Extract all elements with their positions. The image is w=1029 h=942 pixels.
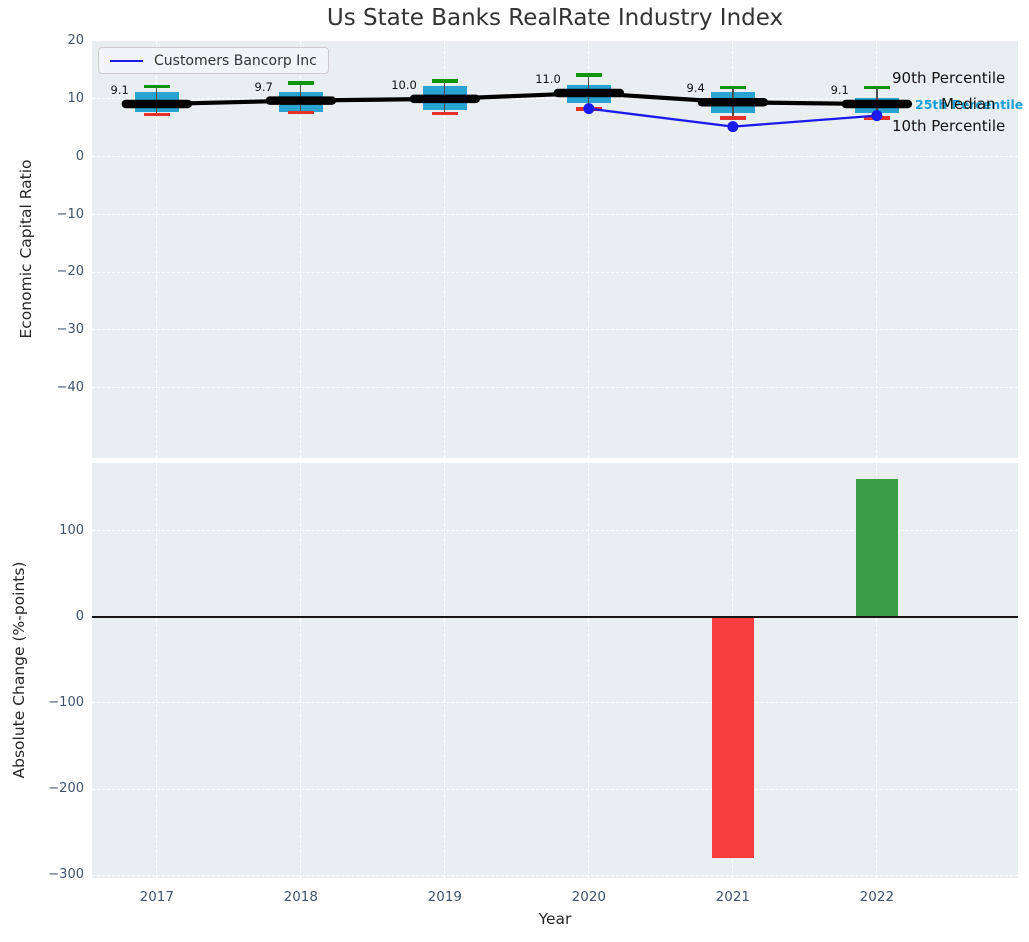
gridline-x [300,41,302,458]
gridline-x [876,41,878,458]
gridline-x [444,41,446,458]
gridline-x [732,41,734,458]
gridline-y [92,702,1018,704]
annotation-90th-percentile: 90th Percentile [892,69,1006,87]
x-axis-label: Year [538,910,572,928]
whisker-cap-p10 [719,116,746,120]
median-value-label: 10.0 [391,77,417,92]
y-tick-label: −10 [56,206,84,222]
y-tick-label: −100 [48,695,84,711]
y-tick-label: −200 [48,781,84,797]
x-tick-label: 2017 [139,889,174,905]
median-value-label: 9.7 [254,79,273,94]
chart-lines-svg [121,88,913,133]
median-connect-line [154,90,879,107]
gridline-x [444,463,446,878]
company-marker [871,110,883,122]
whisker-cap-p10 [431,111,458,116]
annotation-25th-percentile: 25th Percentile [915,97,1024,112]
gridline-y [92,98,1018,100]
y-tick-label: 0 [75,609,84,625]
y-tick-label: 20 [67,33,84,48]
legend-line-sample [110,59,143,62]
bottom-y-axis-label: Absolute Change (%-points) [10,561,28,779]
whisker-cap-p10 [287,110,314,115]
whisker-cap-p90 [719,85,746,90]
company-marker [583,103,595,115]
top-plot-panel: 9.1 9.7 10.0 11.0 9.4 9.1 [92,41,1018,458]
gridline-y [92,329,1018,331]
legend: Customers Bancorp Inc [98,47,329,74]
median-value-label: 9.1 [830,83,849,98]
x-tick-label: 2021 [715,889,751,905]
y-tick-label: 10 [67,90,84,106]
whisker-cap-p90 [863,85,890,90]
whisker-cap-p90 [287,81,314,85]
annotation-median: Median [941,95,996,113]
company-marker [727,121,739,133]
gridline-y [92,874,1018,876]
gridline-y [92,530,1018,532]
y-tick-label: 100 [59,523,84,539]
change-bar-negative [711,617,754,859]
y-tick-label: −30 [56,322,84,338]
change-bar-positive [855,479,898,618]
whisker-cap-p10 [143,112,170,117]
whisker-cap-p90 [431,79,458,83]
y-tick-label: −40 [56,380,84,396]
gridline-x [156,41,158,458]
gridline-y [92,788,1018,790]
chart-title: Us State Banks RealRate Industry Index [326,5,784,31]
zero-line [92,616,1018,619]
gridline-y [92,387,1018,389]
median-value-label: 9.4 [686,81,705,96]
gridline-y [92,155,1018,157]
whisker-cap-p90 [143,84,170,89]
whisker-cap-p90 [575,73,602,77]
bottom-plot-panel [92,463,1018,878]
x-tick-label: 2019 [427,889,462,905]
gridline-y [92,271,1018,273]
y-tick-label: −300 [48,867,84,883]
gridline-x [876,463,878,878]
median-value-label: 9.1 [110,83,129,98]
gridline-x [300,463,302,878]
median-value-label: 11.0 [535,72,561,87]
gridline-x [588,41,590,458]
annotation-10th-percentile: 10th Percentile [892,117,1006,135]
gridline-y [92,213,1018,215]
gridline-x [156,463,158,878]
y-tick-label: −20 [56,264,84,280]
y-tick-label: 0 [75,148,84,164]
top-y-axis-label: Economic Capital Ratio [17,159,35,339]
x-tick-label: 2022 [859,889,895,905]
x-tick-label: 2018 [283,889,318,905]
gridline-x [588,463,590,878]
x-tick-label: 2020 [571,889,606,905]
legend-label: Customers Bancorp Inc [154,52,317,69]
